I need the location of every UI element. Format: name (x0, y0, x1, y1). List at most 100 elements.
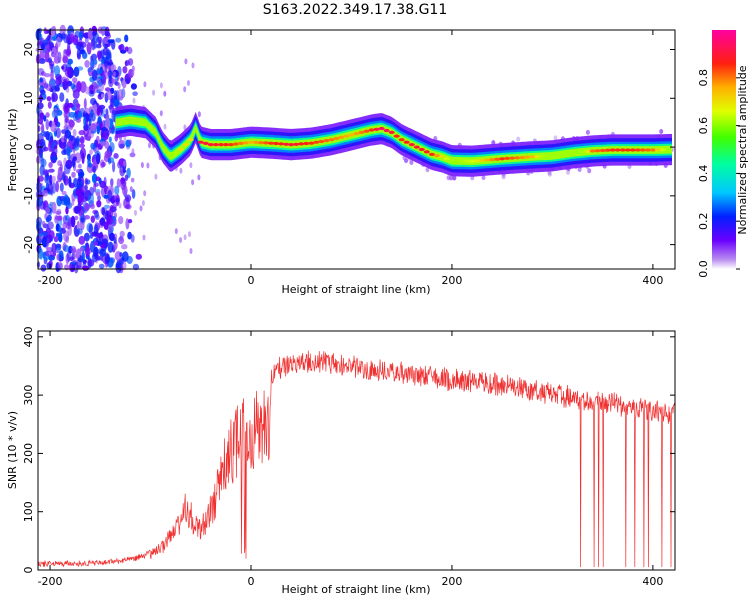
colorbar: 0.0 0.2 0.4 0.6 0.8 Normalized spectral ampl… (697, 30, 749, 278)
noise-blob (38, 118, 43, 124)
ridge-peak (454, 159, 460, 163)
noise-blob (51, 109, 59, 119)
noise-blob (87, 192, 95, 205)
noise-blob (55, 77, 62, 86)
ridge-peak (644, 148, 651, 152)
noise-blob (64, 66, 72, 78)
noise-blob (501, 174, 506, 180)
noise-blob (50, 26, 56, 38)
noise-blob (67, 102, 74, 108)
noise-blob (83, 116, 87, 127)
noise-blob (44, 174, 51, 184)
noise-blob (95, 176, 101, 182)
noise-blob (100, 49, 105, 59)
noise-blob (83, 232, 90, 242)
colorbar-label: Normalized spectral amplitude (736, 65, 749, 234)
noise-blob (659, 129, 664, 134)
spectrogram-ridge-layer (115, 104, 672, 177)
ridge-peak (363, 129, 370, 133)
noise-blob (39, 77, 43, 83)
ridge-peak (258, 141, 265, 145)
noise-blob (76, 48, 81, 59)
noise-blob (121, 244, 128, 250)
noise-blob (120, 180, 127, 191)
x-tick-label: 400 (642, 575, 663, 588)
noise-blob (50, 124, 57, 133)
noise-blob (45, 207, 51, 215)
ridge-peak (639, 148, 646, 152)
noise-blob (92, 165, 96, 174)
noise-blob (96, 107, 101, 116)
y-tick-label: 20 (22, 43, 35, 57)
noise-blob (125, 204, 131, 209)
noise-blob (105, 108, 109, 115)
noise-blob (45, 217, 50, 223)
noise-blob (84, 60, 90, 68)
noise-blob (43, 27, 47, 35)
noise-blob (129, 186, 133, 193)
noise-blob (78, 110, 83, 119)
noise-blob (45, 119, 50, 131)
noise-blob (76, 66, 84, 71)
noise-blob (59, 92, 65, 102)
ridge-peak (343, 134, 350, 138)
noise-blob (148, 142, 151, 149)
noise-blob (43, 82, 49, 89)
noise-blob (115, 37, 122, 43)
ridge-peak (278, 142, 285, 146)
snr-y-axis-label: SNR (10 * v/v) (6, 411, 19, 489)
ridge-peak (283, 142, 290, 146)
noise-blob (87, 28, 94, 40)
ridge-peak (398, 138, 405, 142)
ridge-peak (238, 141, 244, 145)
noise-blob (52, 47, 57, 53)
noise-blob (117, 260, 123, 265)
noise-blob (37, 247, 43, 260)
noise-blob (118, 236, 125, 245)
noise-blob (51, 182, 57, 194)
colorbar-tick-label: 0.2 (697, 212, 710, 230)
snr-plot-area (38, 331, 675, 570)
noise-blob (88, 223, 93, 235)
ridge-peak (464, 159, 470, 163)
noise-blob (117, 83, 121, 89)
noise-blob (126, 46, 133, 55)
noise-blob (111, 128, 116, 135)
ridge-peak (293, 142, 300, 146)
noise-blob (83, 98, 87, 110)
noise-blob (123, 160, 126, 167)
noise-blob (80, 185, 87, 193)
noise-blob (65, 235, 69, 243)
noise-blob (516, 136, 521, 142)
noise-blob (79, 81, 87, 93)
noise-blob (587, 168, 592, 174)
ridge-peak (353, 132, 360, 136)
noise-blob (71, 263, 75, 272)
ridge-peak (443, 157, 450, 161)
ridge-peak (589, 149, 596, 153)
noise-blob (97, 81, 103, 87)
noise-blob (68, 176, 72, 188)
noise-blob (57, 160, 62, 167)
noise-blob (187, 80, 190, 86)
noise-blob (103, 204, 111, 209)
ridge-peak (187, 138, 194, 142)
noise-blob (188, 231, 191, 238)
ridge-peak (629, 148, 636, 152)
noise-blob (104, 87, 111, 92)
ridge-peak (253, 140, 259, 144)
ridge-peak (539, 154, 546, 158)
noise-blob (73, 261, 79, 274)
ridge-peak (614, 148, 621, 152)
ridge-peak (474, 159, 481, 163)
noise-blob (51, 175, 56, 183)
noise-blob (56, 36, 61, 48)
noise-blob (77, 177, 82, 183)
noise-blob (58, 250, 64, 260)
ridge-peak (388, 130, 395, 134)
noise-blob (197, 111, 201, 118)
noise-blob (96, 69, 103, 74)
noise-blob (112, 194, 117, 199)
y-tick-label: 0 (22, 144, 35, 151)
